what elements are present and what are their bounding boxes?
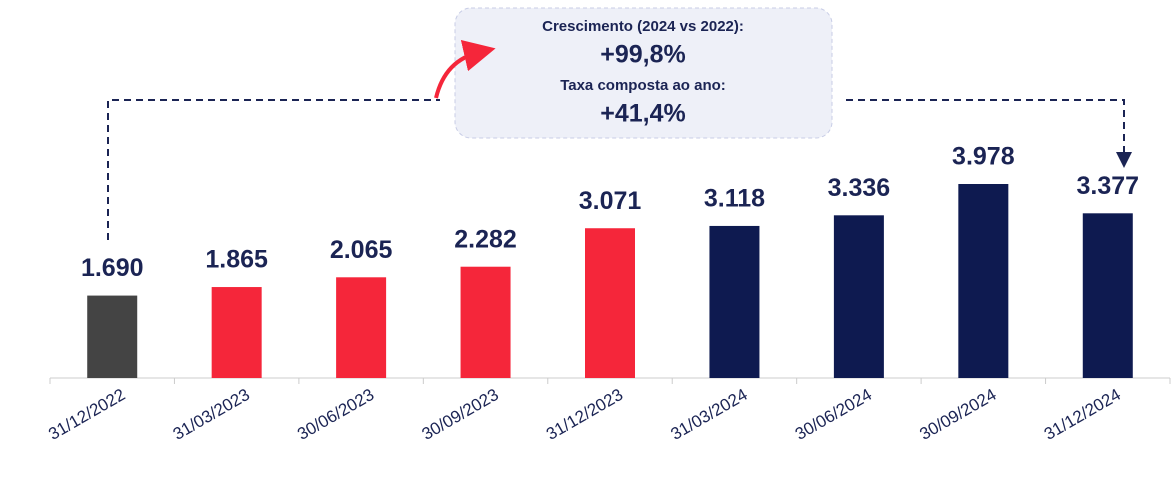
- bar: [585, 228, 635, 378]
- bar: [460, 266, 511, 378]
- x-tick-label: 30/09/2023: [419, 385, 502, 444]
- value-label: 3.118: [704, 185, 765, 213]
- value-label: 1.690: [81, 254, 144, 282]
- value-label: 3.377: [1076, 172, 1139, 200]
- x-tick-label: 31/03/2023: [170, 385, 253, 444]
- annotation-text: Taxa composta ao ano:: [560, 77, 726, 94]
- x-tick-label: 30/09/2024: [916, 385, 999, 444]
- bar: [709, 225, 760, 378]
- bar: [87, 295, 138, 378]
- x-tick-label: 30/06/2024: [792, 385, 875, 444]
- value-label: 3.336: [828, 174, 891, 202]
- x-tick-label: 31/12/2023: [543, 385, 626, 444]
- connector-left: [107, 99, 440, 240]
- bar: [833, 215, 884, 378]
- x-tick-label: 31/12/2024: [1041, 385, 1124, 444]
- annotation-arrow: [434, 39, 496, 99]
- x-tick-label: 30/06/2023: [294, 385, 377, 444]
- value-label: 2.065: [330, 236, 393, 264]
- annotation-box: [454, 7, 833, 139]
- bar: [211, 287, 262, 378]
- x-tick-label: 31/03/2024: [667, 385, 750, 444]
- x-tick-label: 31/12/2022: [45, 385, 128, 444]
- annotation-text: +99,8%: [600, 41, 686, 69]
- annotation-text: Crescimento (2024 vs 2022):: [542, 18, 744, 35]
- connector-right: [846, 99, 1132, 168]
- value-label: 3.071: [579, 187, 642, 215]
- bar: [336, 277, 387, 378]
- value-label: 1.865: [205, 246, 268, 274]
- annotation-text: +41,4%: [600, 100, 686, 128]
- value-label: 2.282: [454, 225, 517, 253]
- bar: [958, 184, 1009, 378]
- value-label: 3.978: [952, 143, 1015, 171]
- bar: [1082, 213, 1133, 378]
